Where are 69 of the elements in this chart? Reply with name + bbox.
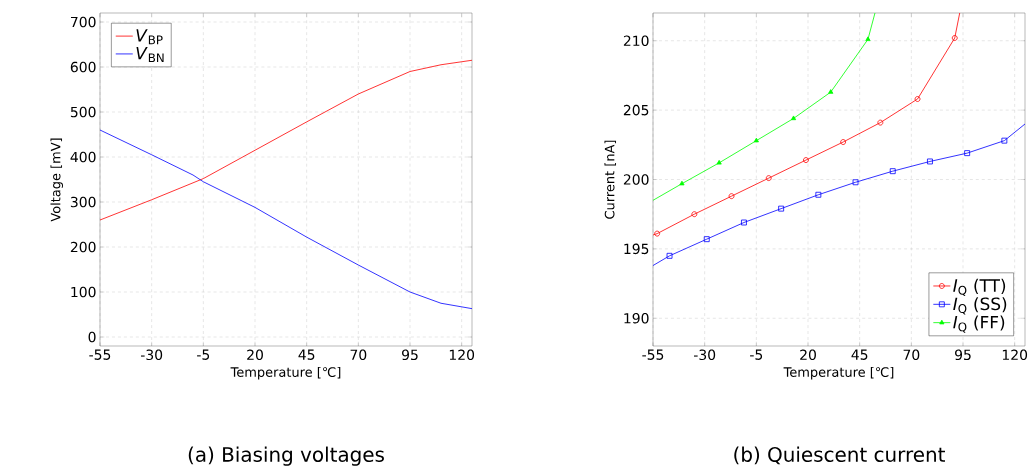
point [877, 119, 884, 126]
y-tick-label: 205 [623, 104, 649, 116]
x-tick-label: -30 [140, 349, 163, 361]
point [654, 230, 661, 237]
x-tick-label: 20 [247, 349, 263, 361]
x-axis-title: Temperature [℃] [783, 366, 894, 380]
line-series [653, 13, 961, 237]
point [765, 175, 772, 182]
point [666, 252, 673, 259]
line-series [653, 123, 1026, 266]
point [741, 219, 747, 226]
x-tick-label: 120 [1002, 349, 1028, 361]
point [840, 139, 847, 145]
y-tick-label: 200 [623, 174, 649, 185]
y-tick-label: 500 [70, 106, 96, 118]
x-tick-label: 70 [350, 349, 367, 361]
point [865, 36, 871, 42]
point [1001, 137, 1008, 144]
legend-label: I$_{Q}$ (FF) [953, 315, 1005, 333]
point [728, 193, 735, 200]
point [951, 35, 958, 41]
point [679, 180, 685, 186]
x-tick-label: -5 [197, 349, 210, 360]
x-tick-label: -5 [750, 349, 763, 360]
legend-label: V$_{BP}$ [136, 29, 163, 45]
point [703, 236, 710, 243]
y-tick-label: 195 [624, 243, 649, 255]
point [914, 96, 921, 102]
y-tick-label: 100 [71, 286, 96, 298]
point [803, 157, 809, 163]
point [753, 137, 759, 143]
point [828, 89, 834, 94]
y-tick-label: 190 [624, 312, 649, 324]
x-tick-label: -55 [89, 349, 111, 360]
x-tick-label: -55 [642, 349, 664, 360]
point [927, 158, 933, 165]
legend-label: I$_{Q}$ (SS) [953, 297, 1007, 315]
x-tick-label: 70 [903, 349, 920, 361]
point [790, 115, 797, 121]
y-tick-label: 700 [71, 16, 96, 28]
point [716, 159, 722, 165]
y-tick-label: 210 [623, 35, 649, 47]
y-tick-label: 200 [70, 241, 96, 253]
x-axis-title: Temperature [℃] [230, 366, 341, 380]
line-series [100, 129, 472, 310]
y-tick-label: 600 [70, 61, 96, 73]
y-tick-label: 0 [88, 331, 96, 343]
x-tick-label: 45 [298, 349, 315, 360]
x-tick-label: 45 [851, 349, 868, 360]
point [889, 168, 896, 175]
line-series [653, 13, 876, 201]
point [778, 205, 785, 212]
y-tick-label: 400 [70, 151, 96, 163]
x-tick-label: 20 [800, 349, 816, 361]
x-tick-label: 120 [449, 349, 475, 361]
point [691, 211, 698, 218]
text: (a) Biasing voltages [188, 446, 384, 466]
y-axis-title: Current [nA] [604, 140, 617, 219]
x-tick-label: 95 [955, 349, 971, 361]
text: (b) Quiescent current [734, 446, 945, 465]
point [815, 191, 822, 198]
point [852, 179, 859, 186]
legend-label: I$_{Q}$ (TT) [953, 278, 1006, 297]
point [964, 150, 971, 157]
x-tick-label: -30 [693, 349, 716, 361]
y-axis-title: Voltage [mV] [50, 138, 64, 222]
legend-label: V$_{BN}$ [136, 47, 164, 63]
x-tick-label: 95 [402, 349, 418, 361]
y-tick-label: 300 [70, 196, 96, 208]
